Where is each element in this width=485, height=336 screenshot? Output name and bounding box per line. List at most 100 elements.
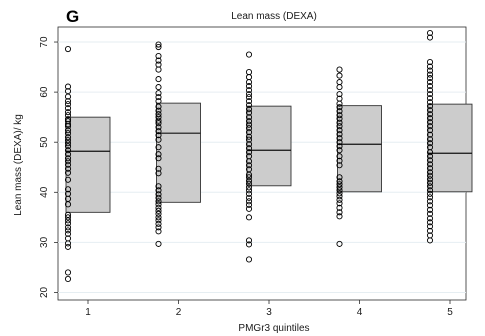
data-point (155, 103, 162, 110)
data-point (426, 223, 434, 230)
data-point (245, 98, 253, 105)
data-point (155, 204, 162, 211)
data-point (155, 224, 162, 231)
data-point (155, 191, 162, 198)
data-point (155, 194, 162, 201)
data-point (155, 214, 162, 221)
data-point (245, 149, 253, 156)
data-point (426, 107, 434, 114)
data-point (245, 141, 253, 148)
data-point (336, 108, 343, 115)
data-point (336, 187, 343, 194)
box-5 (427, 103, 473, 193)
data-point (336, 162, 343, 169)
data-point (64, 186, 72, 193)
data-point (64, 217, 72, 224)
data-point (426, 29, 434, 37)
data-point (245, 184, 253, 191)
data-point (245, 118, 253, 125)
data-point (336, 240, 343, 247)
data-point (64, 137, 72, 144)
data-point (64, 214, 72, 221)
data-point (336, 213, 343, 220)
data-point (155, 201, 162, 208)
data-point (245, 136, 253, 143)
data-point (155, 136, 162, 143)
box-2 (156, 102, 201, 203)
data-point (245, 256, 253, 263)
data-point (245, 106, 253, 113)
data-point (64, 93, 72, 100)
data-point (426, 198, 434, 205)
data-point (426, 206, 434, 213)
data-point (155, 228, 162, 235)
data-point (336, 123, 343, 130)
data-point (64, 240, 72, 247)
data-point (155, 170, 162, 177)
data-point (426, 63, 434, 70)
data-point (155, 128, 162, 135)
data-point (426, 79, 434, 86)
data-point (426, 67, 434, 74)
data-point (336, 79, 343, 86)
data-point (64, 98, 72, 105)
data-point (426, 190, 434, 197)
data-point (64, 105, 72, 112)
data-point (336, 157, 343, 164)
data-point (336, 91, 343, 98)
data-point (155, 132, 162, 139)
data-point (336, 127, 343, 134)
data-point (64, 275, 72, 283)
y-tick-label: 30 (39, 236, 50, 248)
data-point (336, 153, 343, 160)
data-point (426, 219, 434, 226)
data-point (64, 151, 72, 158)
data-point (245, 129, 253, 136)
data-point (426, 140, 434, 147)
data-point (155, 187, 162, 194)
data-point (336, 66, 343, 73)
data-point (245, 162, 253, 169)
data-point (426, 202, 434, 209)
data-point (426, 123, 434, 130)
data-point (245, 201, 253, 208)
x-tick-label: 2 (176, 307, 182, 318)
data-point (64, 201, 72, 208)
data-point (64, 127, 72, 134)
data-point (155, 155, 162, 162)
x-tick-label: 3 (266, 307, 272, 318)
data-point (245, 205, 253, 212)
data-point (155, 210, 162, 217)
data-point (426, 215, 434, 222)
data-point (336, 119, 343, 126)
data-point (245, 69, 253, 76)
data-point (155, 111, 162, 118)
y-tick-label: 60 (39, 86, 50, 98)
data-point (64, 220, 72, 227)
data-point (336, 72, 343, 79)
data-point (336, 209, 343, 216)
data-point (245, 145, 253, 152)
data-point (426, 176, 434, 183)
data-point (155, 120, 162, 127)
grid-lines (58, 41, 466, 293)
data-point (245, 241, 253, 248)
data-point (426, 183, 434, 190)
data-point (336, 204, 343, 211)
data-point (245, 158, 253, 165)
data-point (64, 158, 72, 165)
y-tick-label: 40 (39, 186, 50, 198)
data-point (426, 165, 434, 172)
y-tick-label: 20 (39, 286, 50, 298)
data-point (245, 114, 253, 121)
data-point (426, 179, 434, 186)
axes: 20 30 40 50 60 70 1 2 3 4 5 (39, 36, 453, 318)
data-point (426, 119, 434, 126)
data-point (245, 237, 253, 244)
data-point (336, 184, 343, 191)
data-point (155, 84, 162, 91)
data-point (155, 144, 162, 151)
data-point (64, 109, 72, 116)
data-point (155, 124, 162, 131)
